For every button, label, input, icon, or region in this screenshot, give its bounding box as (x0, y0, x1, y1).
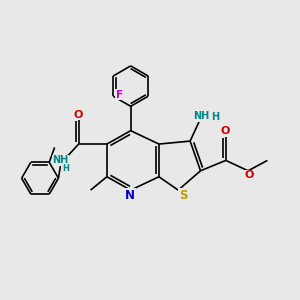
Text: H: H (62, 164, 69, 173)
Text: F: F (116, 90, 123, 100)
Text: O: O (220, 126, 230, 136)
Text: NH: NH (193, 111, 209, 122)
Text: NH: NH (52, 155, 68, 165)
Text: H: H (211, 112, 220, 122)
Text: S: S (179, 189, 188, 202)
Text: N: N (125, 189, 135, 202)
Text: O: O (73, 110, 83, 120)
Text: O: O (244, 170, 254, 180)
